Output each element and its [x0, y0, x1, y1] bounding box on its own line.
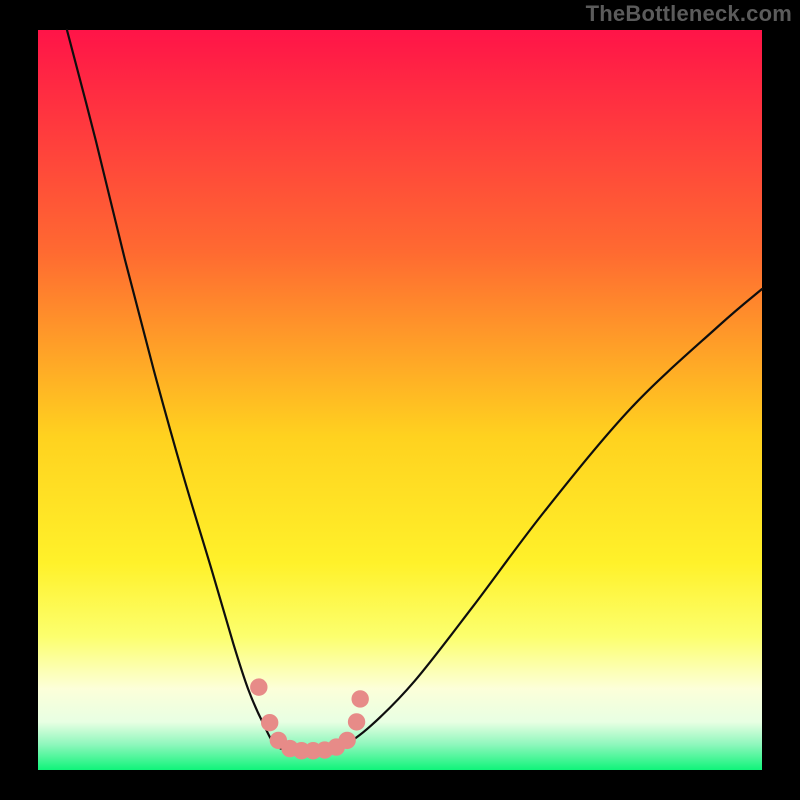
watermark-text: TheBottleneck.com	[586, 1, 792, 27]
curve-marker	[348, 714, 364, 730]
curve-marker	[352, 691, 368, 707]
chart-container: TheBottleneck.com	[0, 0, 800, 800]
gradient-background	[38, 30, 762, 770]
curve-marker	[251, 679, 267, 695]
curve-marker	[261, 714, 277, 730]
bottleneck-curve-chart	[0, 0, 800, 800]
curve-marker	[339, 732, 355, 748]
